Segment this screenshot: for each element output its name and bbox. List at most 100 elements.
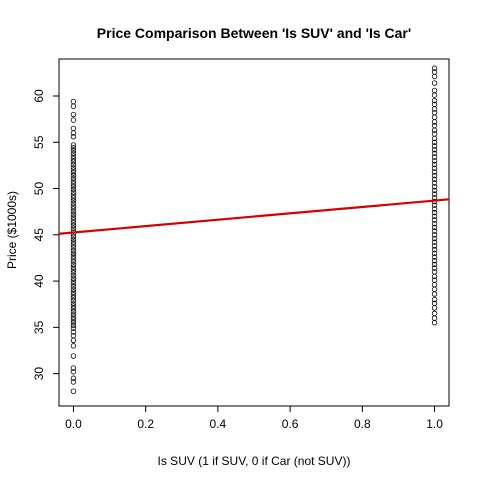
y-tick-label: 55 xyxy=(32,135,46,149)
data-point xyxy=(70,295,77,301)
data-point xyxy=(70,156,77,162)
data-point xyxy=(431,224,438,231)
data-point xyxy=(431,209,438,216)
data-point xyxy=(70,314,77,320)
data-point xyxy=(70,98,77,105)
data-point xyxy=(70,325,77,331)
y-tick-label: 35 xyxy=(32,320,46,334)
data-point xyxy=(70,159,77,165)
data-point xyxy=(70,181,77,187)
data-point xyxy=(70,161,77,168)
y-axis: 30 35 40 45 50 55 60 xyxy=(32,89,59,380)
data-point xyxy=(70,264,77,270)
data-point xyxy=(431,191,438,197)
data-point xyxy=(70,211,77,218)
chart-title: Price Comparison Between 'Is SUV' and 'I… xyxy=(97,25,411,41)
data-point xyxy=(431,139,438,145)
data-point xyxy=(431,161,438,168)
data-point xyxy=(431,154,438,160)
data-point xyxy=(70,225,77,232)
data-point xyxy=(70,388,77,394)
data-point xyxy=(431,146,438,153)
data-point xyxy=(431,202,438,208)
data-point xyxy=(70,172,77,179)
data-point xyxy=(431,187,438,194)
data-point xyxy=(431,97,438,104)
data-point xyxy=(70,239,77,245)
data-point xyxy=(70,103,77,109)
data-point xyxy=(70,253,77,259)
data-point xyxy=(70,214,77,220)
data-point xyxy=(70,220,77,226)
data-point xyxy=(70,167,77,173)
y-tick-label: 45 xyxy=(32,228,46,242)
data-point xyxy=(70,275,77,282)
data-point xyxy=(431,258,438,264)
data-point xyxy=(70,320,77,326)
data-point xyxy=(70,189,77,195)
data-point xyxy=(70,245,77,251)
data-point xyxy=(70,286,77,293)
data-point xyxy=(70,258,77,265)
data-point xyxy=(70,311,77,318)
data-point xyxy=(70,379,77,385)
data-point xyxy=(70,236,77,243)
data-point xyxy=(70,164,77,170)
data-point xyxy=(70,306,77,312)
data-point xyxy=(431,315,438,321)
x-tick-label: 0.2 xyxy=(137,417,154,431)
data-point xyxy=(431,180,438,186)
x-tick-label: 0.6 xyxy=(282,417,299,431)
data-point xyxy=(431,269,438,275)
data-point xyxy=(70,322,77,329)
data-point xyxy=(431,320,438,326)
data-point xyxy=(70,270,77,276)
data-point xyxy=(70,222,77,229)
data-point xyxy=(431,243,438,249)
data-point xyxy=(70,147,77,154)
data-point xyxy=(70,297,77,304)
data-point xyxy=(70,329,77,335)
data-point xyxy=(70,145,77,151)
data-point xyxy=(70,300,77,306)
data-point xyxy=(70,206,77,212)
data-point xyxy=(431,232,438,238)
data-point xyxy=(70,369,77,375)
data-point xyxy=(431,310,438,317)
data-point xyxy=(431,291,438,297)
data-point xyxy=(70,142,77,148)
data-point xyxy=(431,65,438,71)
data-point xyxy=(431,286,438,293)
data-point xyxy=(431,305,438,311)
data-point xyxy=(431,69,438,75)
data-point xyxy=(431,92,438,98)
data-point xyxy=(70,308,77,315)
data-point xyxy=(431,254,438,260)
data-point xyxy=(431,169,438,175)
x-axis: 0.0 0.2 0.4 0.6 0.8 1.0 xyxy=(65,406,443,431)
data-point xyxy=(431,150,438,157)
data-points xyxy=(70,65,438,394)
data-point xyxy=(70,375,77,381)
y-tick-label: 40 xyxy=(32,274,46,288)
data-point xyxy=(70,250,77,257)
y-axis-label: Price ($1000s) xyxy=(5,191,19,269)
data-point xyxy=(431,176,438,182)
data-point xyxy=(431,265,438,271)
data-point xyxy=(431,109,438,116)
data-point xyxy=(431,131,438,137)
x-tick-label: 0.8 xyxy=(354,417,371,431)
data-point xyxy=(70,317,77,323)
data-point xyxy=(70,134,77,140)
regression-line xyxy=(58,198,450,235)
y-tick-label: 60 xyxy=(32,89,46,103)
x-tick-label: 1.0 xyxy=(426,417,443,431)
data-point xyxy=(431,80,438,86)
data-point xyxy=(431,101,438,108)
data-point xyxy=(431,300,438,306)
data-point xyxy=(70,261,77,268)
data-point xyxy=(431,183,438,190)
data-point xyxy=(70,200,77,207)
data-point xyxy=(70,178,77,184)
